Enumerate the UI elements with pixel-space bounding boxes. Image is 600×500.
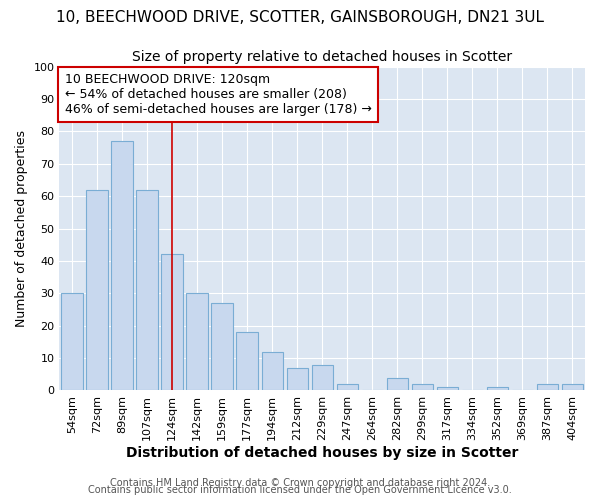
Y-axis label: Number of detached properties: Number of detached properties: [15, 130, 28, 327]
Bar: [437, 387, 458, 390]
Bar: [112, 141, 133, 390]
Bar: [412, 384, 433, 390]
Text: 10, BEECHWOOD DRIVE, SCOTTER, GAINSBOROUGH, DN21 3UL: 10, BEECHWOOD DRIVE, SCOTTER, GAINSBOROU…: [56, 10, 544, 25]
Bar: [537, 384, 558, 390]
Bar: [187, 294, 208, 390]
X-axis label: Distribution of detached houses by size in Scotter: Distribution of detached houses by size …: [126, 446, 518, 460]
Text: Contains HM Land Registry data © Crown copyright and database right 2024.: Contains HM Land Registry data © Crown c…: [110, 478, 490, 488]
Bar: [236, 332, 258, 390]
Bar: [61, 294, 83, 390]
Bar: [86, 190, 107, 390]
Bar: [161, 254, 182, 390]
Bar: [287, 368, 308, 390]
Bar: [211, 303, 233, 390]
Title: Size of property relative to detached houses in Scotter: Size of property relative to detached ho…: [132, 50, 512, 64]
Bar: [337, 384, 358, 390]
Bar: [487, 387, 508, 390]
Bar: [562, 384, 583, 390]
Bar: [136, 190, 158, 390]
Bar: [386, 378, 408, 390]
Text: 10 BEECHWOOD DRIVE: 120sqm
← 54% of detached houses are smaller (208)
46% of sem: 10 BEECHWOOD DRIVE: 120sqm ← 54% of deta…: [65, 73, 371, 116]
Bar: [311, 364, 333, 390]
Text: Contains public sector information licensed under the Open Government Licence v3: Contains public sector information licen…: [88, 485, 512, 495]
Bar: [262, 352, 283, 391]
